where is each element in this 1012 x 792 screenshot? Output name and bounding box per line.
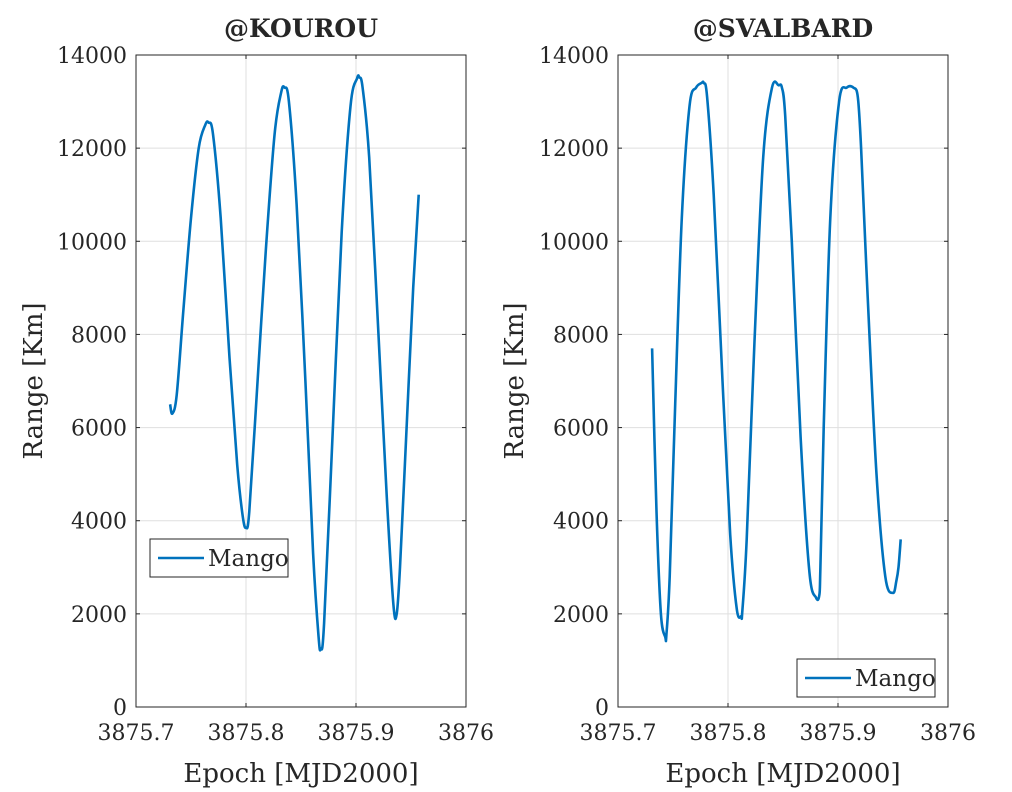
grid-lines: [136, 55, 466, 707]
subplot-svalbard: 3875.7 3875.8 3875.9 3876 0 2000 4000 6000 8000…: [500, 14, 976, 789]
x-tick-label: 3875.7: [98, 721, 175, 746]
series-line-mango: [168, 74, 420, 652]
y-tick-label: 8000: [553, 323, 609, 348]
plot-frame: [135, 54, 467, 708]
x-tick-label: 3875.7: [580, 721, 657, 746]
x-axis-label: Epoch [MJD2000]: [665, 759, 900, 789]
legend: Mango: [149, 538, 289, 578]
y-tick-label: 12000: [539, 137, 609, 162]
x-tick-label: 3876: [920, 721, 976, 746]
x-axis-label: Epoch [MJD2000]: [183, 759, 418, 789]
x-tick-label: 3876: [438, 721, 494, 746]
series-group: [168, 74, 420, 652]
y-axis-label: Range [Km]: [19, 302, 49, 459]
legend: Mango: [796, 658, 936, 698]
y-tick-label: 2000: [71, 603, 127, 628]
grid-lines: [618, 55, 948, 707]
chart-title: @SVALBARD: [693, 14, 873, 43]
subplot-kourou: 3875.7 3875.8 3875.9 3876 0 2000 4000 6000 8000…: [19, 14, 494, 789]
x-tick-label: 3875.8: [690, 721, 767, 746]
y-tick-label: 14000: [539, 44, 609, 69]
y-tick-label: 2000: [553, 603, 609, 628]
y-tick-label: 12000: [57, 137, 127, 162]
y-tick-label: 10000: [539, 230, 609, 255]
y-axis-ticks: 0 2000 4000 6000 8000 10000 12000 14000: [57, 44, 466, 721]
y-tick-label: 14000: [57, 44, 127, 69]
plot-frame: [617, 54, 949, 708]
series-line-mango: [650, 80, 902, 643]
y-tick-label: 8000: [71, 323, 127, 348]
x-tick-label: 3875.8: [208, 721, 285, 746]
x-axis-ticks: 3875.7 3875.8 3875.9 3876: [580, 55, 976, 746]
x-tick-label: 3875.9: [800, 721, 877, 746]
legend-label: Mango: [855, 666, 936, 692]
y-tick-label: 4000: [553, 510, 609, 535]
chart-title: @KOUROU: [224, 14, 378, 43]
x-axis-ticks: 3875.7 3875.8 3875.9 3876: [98, 55, 494, 746]
y-tick-label: 6000: [553, 417, 609, 442]
y-axis-label: Range [Km]: [500, 302, 530, 459]
y-tick-label: 6000: [71, 417, 127, 442]
legend-label: Mango: [208, 546, 289, 572]
y-tick-label: 0: [595, 696, 609, 721]
series-group: [650, 80, 902, 643]
y-tick-label: 0: [113, 696, 127, 721]
y-axis-ticks: 0 2000 4000 6000 8000 10000 12000 14000: [539, 44, 948, 721]
x-tick-label: 3875.9: [318, 721, 395, 746]
y-tick-label: 4000: [71, 510, 127, 535]
y-tick-label: 10000: [57, 230, 127, 255]
